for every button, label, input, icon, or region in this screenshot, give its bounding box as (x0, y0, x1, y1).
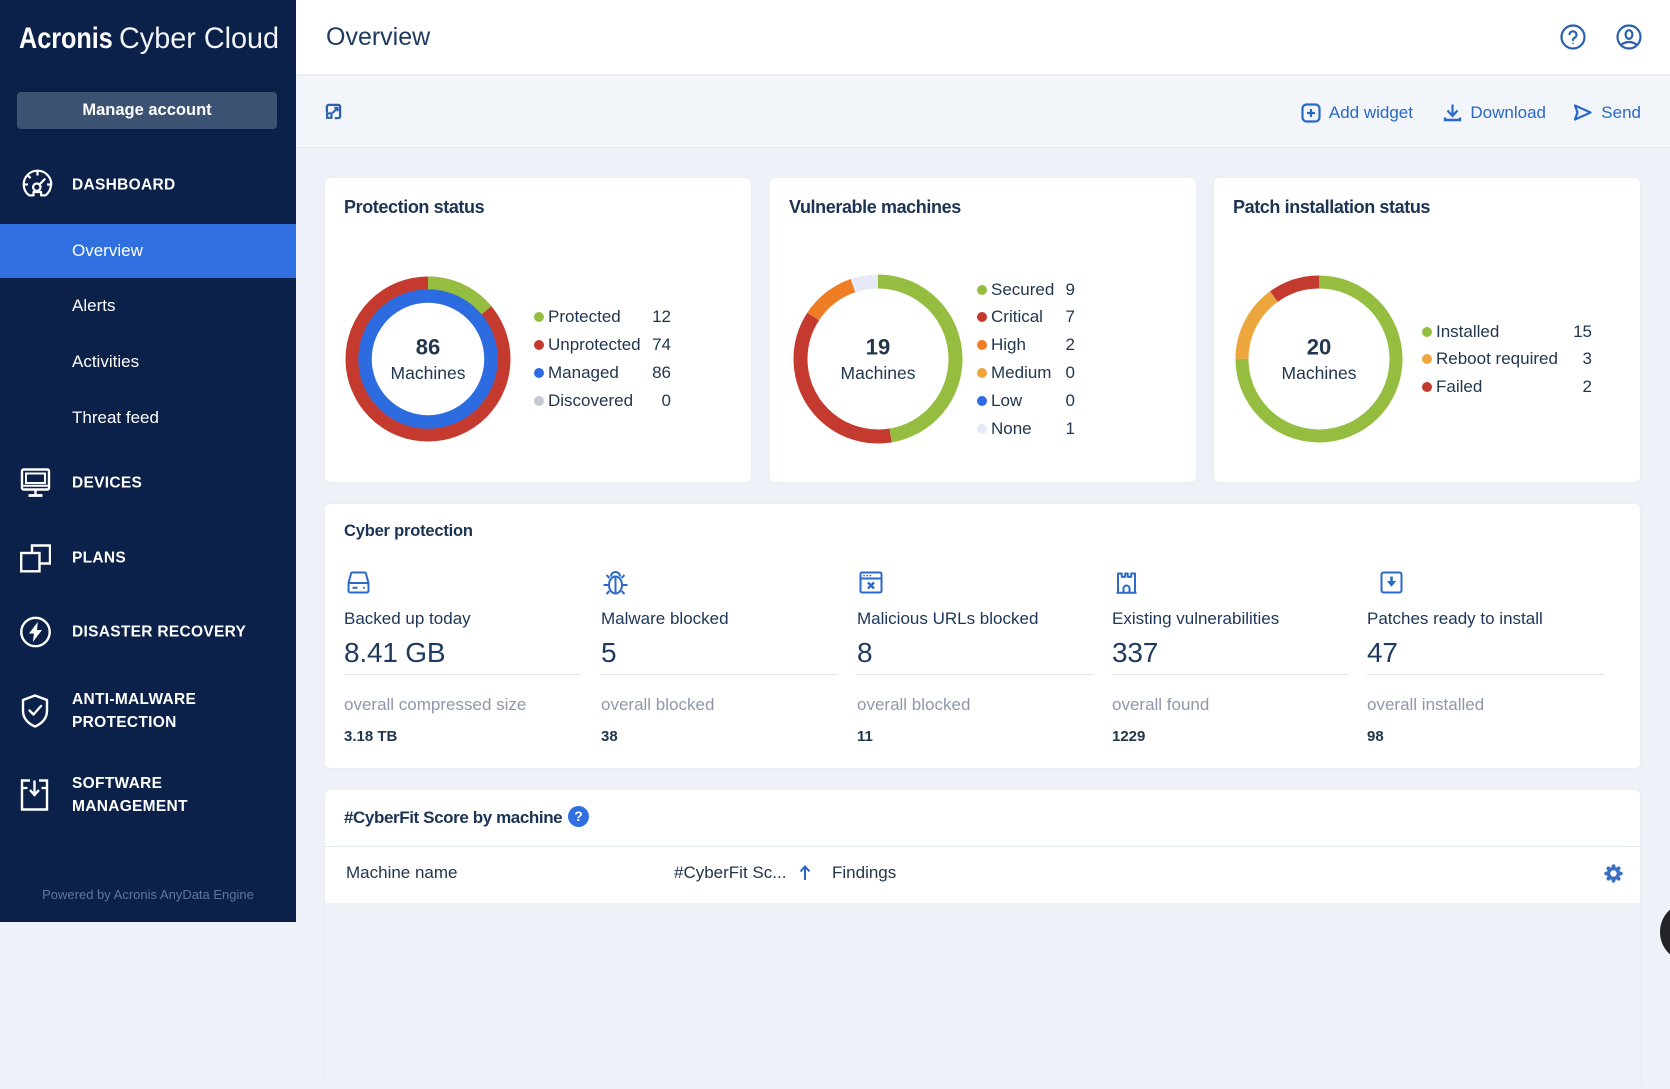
svg-text:Machines: Machines (391, 363, 466, 383)
svg-text:86: 86 (416, 335, 440, 360)
svg-text:19: 19 (866, 335, 890, 360)
svg-text:Machines: Machines (1282, 363, 1357, 383)
svg-text:20: 20 (1307, 335, 1331, 360)
svg-text:Machines: Machines (841, 363, 916, 383)
